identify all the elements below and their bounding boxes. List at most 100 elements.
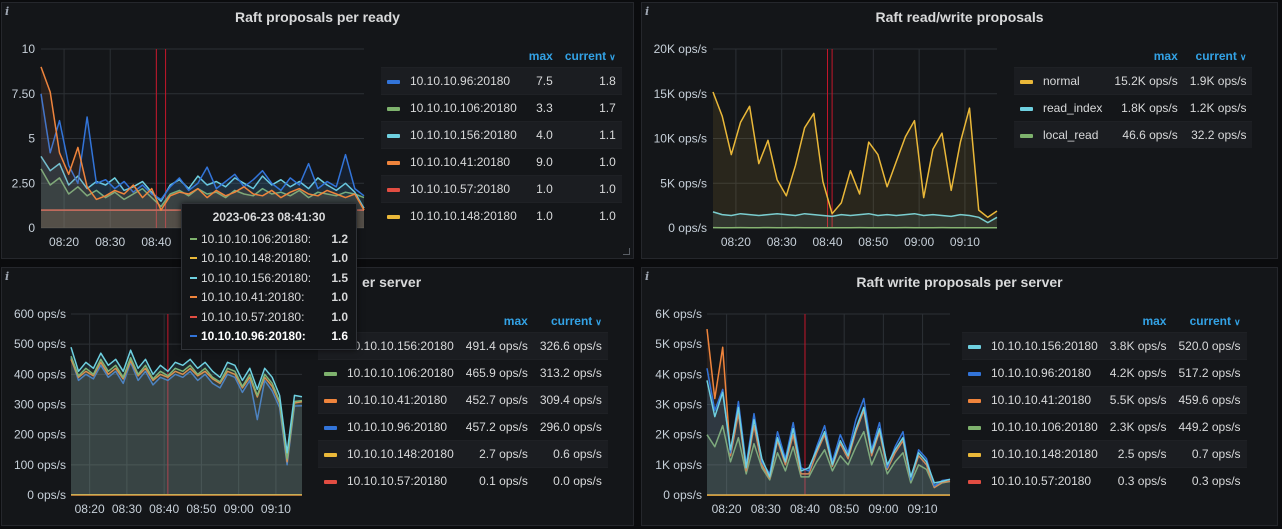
legend-series-name[interactable]: 10.10.10.57:20180 <box>410 182 511 196</box>
legend-header-max[interactable]: max <box>528 49 553 63</box>
legend-series-name[interactable]: 10.10.10.156:20180 <box>410 128 517 142</box>
legend-header-current[interactable]: current ∨ <box>564 49 616 63</box>
legend-row[interactable]: 10.10.10.106:20180 2.3K ops/s 449.2 ops/s <box>962 413 1247 441</box>
series-color-swatch[interactable] <box>1020 106 1033 111</box>
legend-row[interactable]: 10.10.10.156:20180 4.0 1.1 <box>381 121 622 149</box>
legend-row[interactable]: 10.10.10.156:20180 3.8K ops/s 520.0 ops/s <box>962 332 1247 360</box>
legend-row[interactable]: local_read 46.6 ops/s 32.2 ops/s <box>1014 121 1253 148</box>
legend-series-name[interactable]: 10.10.10.148:20180 <box>991 447 1098 461</box>
series-color-swatch[interactable] <box>968 452 981 457</box>
panel-title[interactable]: er server <box>362 274 422 290</box>
series-color-swatch <box>190 257 197 260</box>
legend-series-name[interactable]: 10.10.10.57:20180 <box>991 474 1092 488</box>
info-icon[interactable]: i <box>5 270 10 283</box>
legend-row[interactable]: 10.10.10.156:20180 491.4 ops/s 326.6 ops/s <box>318 332 608 360</box>
legend-row[interactable]: 10.10.10.57:20180 0.1 ops/s 0.0 ops/s <box>318 467 608 494</box>
legend-max-value: 1.8K ops/s <box>1108 94 1184 122</box>
legend-header-current[interactable]: current ∨ <box>1189 314 1241 328</box>
x-tick-label: 09:00 <box>904 235 934 249</box>
y-tick-label: 6K ops/s <box>655 307 702 321</box>
info-icon[interactable]: i <box>645 5 650 18</box>
legend-series-name[interactable]: 10.10.10.106:20180 <box>410 101 517 115</box>
legend-current-value: 309.4 ops/s <box>533 386 608 414</box>
series-color-swatch[interactable] <box>324 479 337 484</box>
legend-series-name[interactable]: local_read <box>1043 128 1099 142</box>
x-tick-label: 08:30 <box>767 235 797 249</box>
legend-row[interactable]: 10.10.10.57:20180 0.3 ops/s 0.3 ops/s <box>962 467 1247 494</box>
tooltip-series-value: 1.0 <box>331 290 348 305</box>
panel-title[interactable]: Raft write proposals per server <box>856 274 1063 290</box>
info-icon[interactable]: i <box>645 270 650 283</box>
legend-header-current[interactable]: current ∨ <box>1195 49 1247 63</box>
legend-row[interactable]: normal 15.2K ops/s 1.9K ops/s <box>1014 67 1253 95</box>
series-color-swatch[interactable] <box>324 425 337 430</box>
legend-row[interactable]: 10.10.10.96:20180 7.5 1.8 <box>381 67 622 95</box>
resize-handle[interactable] <box>623 248 630 255</box>
legend-row[interactable]: 10.10.10.96:20180 457.2 ops/s 296.0 ops/s <box>318 413 608 441</box>
legend-row[interactable]: 10.10.10.41:20180 5.5K ops/s 459.6 ops/s <box>962 386 1247 414</box>
series-color-swatch[interactable] <box>968 398 981 403</box>
legend-row[interactable]: 10.10.10.57:20180 1.0 1.0 <box>381 175 622 203</box>
legend-current-value: 520.0 ops/s <box>1172 332 1247 360</box>
legend-header-max[interactable]: max <box>1142 314 1167 328</box>
series-color-swatch[interactable] <box>968 371 981 376</box>
legend-row[interactable]: 10.10.10.106:20180 3.3 1.7 <box>381 94 622 122</box>
legend-series-name[interactable]: 10.10.10.41:20180 <box>991 393 1092 407</box>
series-color-swatch[interactable] <box>387 160 400 165</box>
legend-row[interactable]: read_index 1.8K ops/s 1.2K ops/s <box>1014 94 1253 122</box>
chart-read-write-proposals[interactable]: 20K ops/s 15K ops/s 10K ops/s 5K ops/s 0 ops… <box>642 3 1278 259</box>
series-color-swatch[interactable] <box>968 425 981 430</box>
panel-title[interactable]: Raft read/write proposals <box>875 9 1044 25</box>
chart-proposals-per-server[interactable]: 600 ops/s 500 ops/s 400 ops/s 300 ops/s 200 … <box>2 268 634 526</box>
series-color-swatch[interactable] <box>387 214 400 219</box>
legend-row[interactable]: 10.10.10.41:20180 452.7 ops/s 309.4 ops/s <box>318 386 608 414</box>
legend-series-name[interactable]: normal <box>1043 74 1080 88</box>
legend-series-name[interactable]: 10.10.10.106:20180 <box>347 366 454 380</box>
series-fill <box>713 92 997 228</box>
legend-series-name[interactable]: 10.10.10.41:20180 <box>347 393 448 407</box>
series-color-swatch[interactable] <box>387 133 400 138</box>
series-color-swatch[interactable] <box>387 79 400 84</box>
legend-series-name[interactable]: 10.10.10.96:20180 <box>347 420 448 434</box>
y-tick-label: 0 ops/s <box>663 488 702 502</box>
legend-series-name[interactable]: 10.10.10.148:20180 <box>410 209 517 223</box>
legend-series-name[interactable]: 10.10.10.41:20180 <box>410 155 511 169</box>
legend-series-name[interactable]: 10.10.10.156:20180 <box>347 339 454 353</box>
panel-raft-read-write-proposals[interactable]: i Raft read/write proposals 20K ops/s 15K… <box>641 2 1278 259</box>
legend-series-name[interactable]: read_index <box>1043 101 1103 115</box>
legend-current-value: 1.0 <box>558 148 622 176</box>
legend-row[interactable]: 10.10.10.148:20180 2.5 ops/s 0.7 ops/s <box>962 440 1247 468</box>
x-tick-label: 08:30 <box>112 502 142 516</box>
legend-series-name[interactable]: 10.10.10.57:20180 <box>347 474 448 488</box>
series-color-swatch[interactable] <box>968 479 981 484</box>
legend-row[interactable]: 10.10.10.148:20180 1.0 1.0 <box>381 202 622 229</box>
chevron-down-icon: ∨ <box>609 52 616 62</box>
legend-header-current[interactable]: current ∨ <box>550 314 602 328</box>
series-line <box>712 211 998 224</box>
series-line <box>70 355 303 460</box>
legend-row[interactable]: 10.10.10.41:20180 9.0 1.0 <box>381 148 622 176</box>
panel-title[interactable]: Raft proposals per ready <box>235 9 400 25</box>
legend-header-max[interactable]: max <box>503 314 528 328</box>
series-color-swatch[interactable] <box>324 398 337 403</box>
legend-row[interactable]: 10.10.10.106:20180 465.9 ops/s 313.2 ops/s <box>318 359 608 387</box>
series-color-swatch[interactable] <box>1020 133 1033 138</box>
info-icon[interactable]: i <box>5 5 10 18</box>
panel-raft-write-proposals-per-server[interactable]: i Raft write proposals per server 6K ops… <box>641 267 1278 526</box>
legend-row[interactable]: 10.10.10.96:20180 4.2K ops/s 517.2 ops/s <box>962 359 1247 387</box>
series-color-swatch[interactable] <box>1020 79 1033 84</box>
legend-series-name[interactable]: 10.10.10.156:20180 <box>991 339 1098 353</box>
legend-series-name[interactable]: 10.10.10.96:20180 <box>410 74 511 88</box>
legend-series-name[interactable]: 10.10.10.96:20180 <box>991 366 1092 380</box>
series-color-swatch[interactable] <box>387 187 400 192</box>
legend-series-name[interactable]: 10.10.10.106:20180 <box>991 420 1098 434</box>
series-color-swatch[interactable] <box>968 344 981 349</box>
series-color-swatch[interactable] <box>324 452 337 457</box>
legend-table: max current ∨ normal 15.2K ops/s 1.9K ops/s re… <box>1014 45 1253 148</box>
legend-series-name[interactable]: 10.10.10.148:20180 <box>347 447 454 461</box>
legend-row[interactable]: 10.10.10.148:20180 2.7 ops/s 0.6 ops/s <box>318 440 608 468</box>
series-color-swatch[interactable] <box>324 371 337 376</box>
chart-write-proposals-per-server[interactable]: 6K ops/s 5K ops/s 4K ops/s 3K ops/s 2K ops/s… <box>642 268 1278 526</box>
legend-header-max[interactable]: max <box>1153 49 1178 63</box>
series-color-swatch[interactable] <box>387 106 400 111</box>
